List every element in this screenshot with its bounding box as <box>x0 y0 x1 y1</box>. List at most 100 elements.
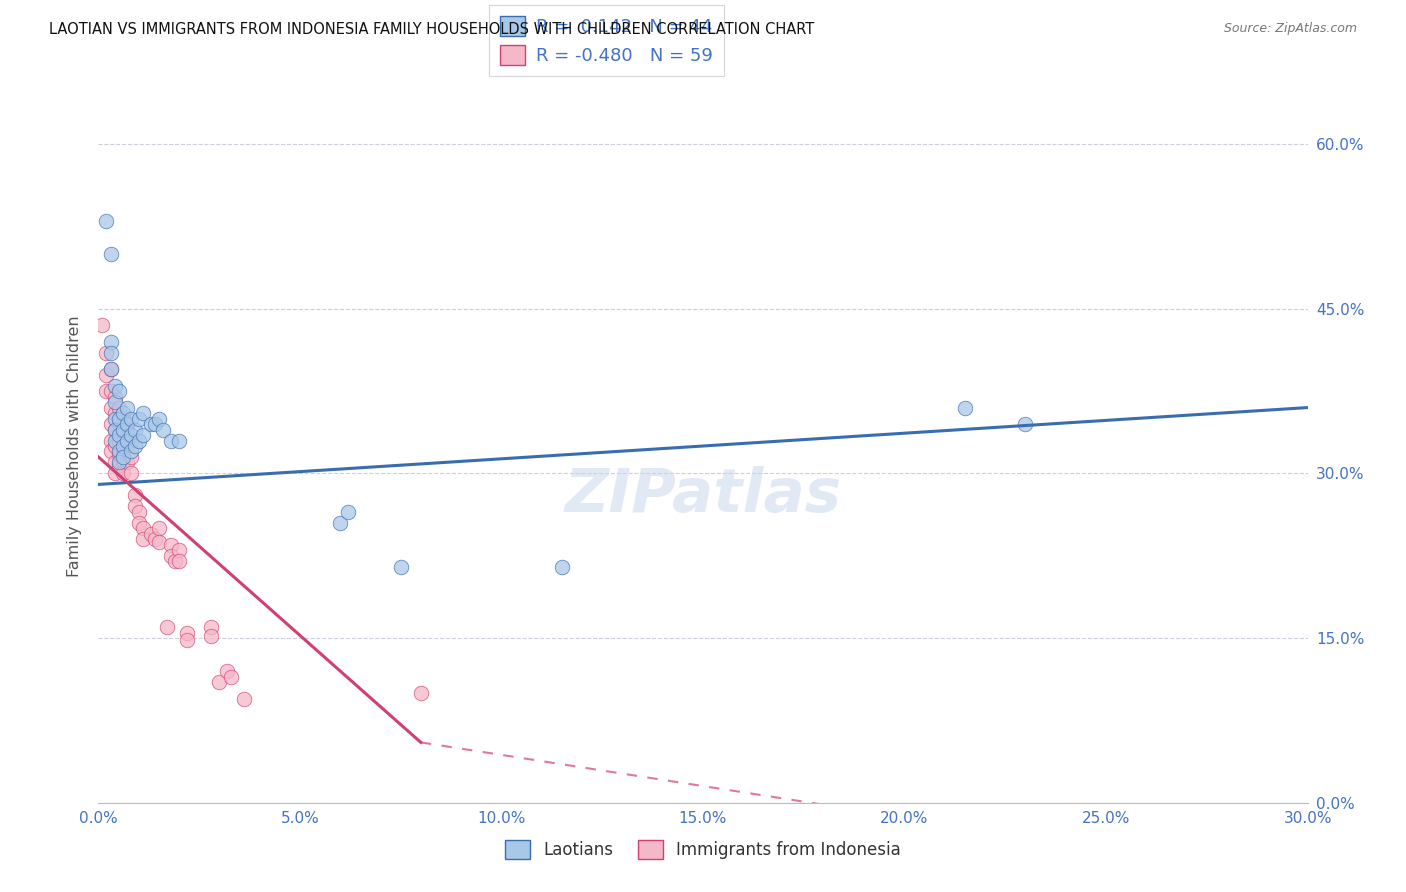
Point <box>107 411 129 425</box>
Point <box>167 554 190 568</box>
Point <box>111 450 134 464</box>
Point <box>111 406 134 420</box>
Point <box>148 534 170 549</box>
Point <box>217 664 239 678</box>
Point <box>107 455 129 469</box>
Point <box>1014 417 1036 431</box>
Point <box>107 447 129 461</box>
Point <box>120 428 142 442</box>
Point <box>103 423 125 437</box>
Point <box>96 214 118 228</box>
Point <box>107 434 129 448</box>
Point <box>107 417 129 431</box>
Point <box>143 417 166 431</box>
Point <box>107 458 129 472</box>
Point <box>100 345 122 359</box>
Point <box>96 384 118 398</box>
Point <box>103 406 125 420</box>
Point <box>111 423 134 437</box>
Point <box>132 428 155 442</box>
Point <box>152 423 174 437</box>
Point <box>167 543 190 558</box>
Point <box>107 428 129 442</box>
Point <box>329 516 352 530</box>
Point <box>96 345 118 359</box>
Point <box>111 428 134 442</box>
Point <box>176 625 198 640</box>
Point <box>148 521 170 535</box>
Point <box>128 505 150 519</box>
Point <box>551 559 574 574</box>
Point <box>389 559 412 574</box>
Point <box>111 411 134 425</box>
Point <box>103 455 125 469</box>
Legend: Laotians, Immigrants from Indonesia: Laotians, Immigrants from Indonesia <box>498 834 908 866</box>
Point <box>337 505 360 519</box>
Point <box>139 526 162 541</box>
Point <box>176 633 198 648</box>
Point <box>120 450 142 464</box>
Point <box>409 686 432 700</box>
Point <box>100 384 122 398</box>
Text: LAOTIAN VS IMMIGRANTS FROM INDONESIA FAMILY HOUSEHOLDS WITH CHILDREN CORRELATION: LAOTIAN VS IMMIGRANTS FROM INDONESIA FAM… <box>49 22 814 37</box>
Point <box>160 538 183 552</box>
Point <box>115 401 138 415</box>
Point <box>953 401 976 415</box>
Text: Source: ZipAtlas.com: Source: ZipAtlas.com <box>1223 22 1357 36</box>
Point <box>103 411 125 425</box>
Point <box>128 516 150 530</box>
Point <box>103 434 125 448</box>
Point <box>100 334 122 349</box>
Point <box>128 411 150 425</box>
Point <box>100 444 122 458</box>
Point <box>111 444 134 458</box>
Point <box>103 390 125 404</box>
Point <box>115 455 138 469</box>
Point <box>115 423 138 437</box>
Point <box>107 384 129 398</box>
Point <box>160 549 183 563</box>
Point <box>103 378 125 392</box>
Point <box>120 434 142 448</box>
Point <box>128 434 150 448</box>
Point <box>221 669 243 683</box>
Point <box>160 434 183 448</box>
Point <box>120 444 142 458</box>
Point <box>107 401 129 415</box>
Point <box>143 533 166 547</box>
Point <box>111 439 134 453</box>
Point <box>107 444 129 458</box>
Point <box>156 620 179 634</box>
Point <box>132 533 155 547</box>
Point <box>100 362 122 376</box>
Point <box>163 554 186 568</box>
Point <box>167 434 190 448</box>
Point <box>132 521 155 535</box>
Point <box>124 423 146 437</box>
Point <box>120 411 142 425</box>
Point <box>111 467 134 481</box>
Point <box>103 467 125 481</box>
Point <box>148 411 170 425</box>
Point <box>200 620 222 634</box>
Point <box>115 439 138 453</box>
Point <box>111 455 134 469</box>
Point <box>100 247 122 261</box>
Point <box>115 417 138 431</box>
Point <box>139 417 162 431</box>
Point <box>100 417 122 431</box>
Point <box>232 691 254 706</box>
Text: ZIPatlas: ZIPatlas <box>564 467 842 525</box>
Point <box>200 629 222 643</box>
Y-axis label: Family Households with Children: Family Households with Children <box>67 315 83 577</box>
Point <box>100 434 122 448</box>
Point <box>124 500 146 514</box>
Point <box>132 406 155 420</box>
Point <box>103 395 125 409</box>
Point <box>100 362 122 376</box>
Point <box>103 423 125 437</box>
Point <box>124 488 146 502</box>
Point <box>115 434 138 448</box>
Point <box>208 675 231 690</box>
Point <box>96 368 118 382</box>
